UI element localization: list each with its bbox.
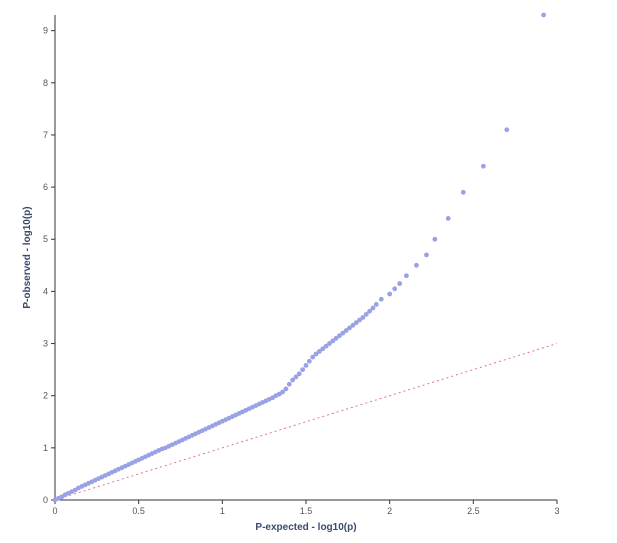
data-points [52,12,547,503]
data-point [280,389,285,395]
data-point [480,163,486,169]
data-point [504,127,510,133]
data-point [404,273,409,279]
data-point [320,346,326,352]
y-tick-label: 1 [43,443,48,453]
x-tick-label: 2 [387,506,392,516]
data-point [367,308,372,314]
data-point [460,189,466,195]
data-point [316,348,322,354]
y-tick-label: 7 [43,130,48,140]
y-tick-label: 5 [43,234,48,244]
data-point [327,341,332,346]
data-point [432,236,438,242]
data-point [414,262,419,268]
x-axis-ticks: 0 0.5 1 1.5 2 2.5 3 [52,500,560,516]
data-point [293,374,299,380]
data-point [323,343,329,349]
data-point [392,286,398,292]
data-point [397,281,403,286]
data-point [360,315,366,320]
data-point [357,317,362,323]
data-point [363,311,369,317]
x-tick-label: 0 [52,506,57,516]
x-tick-label: 3 [554,506,559,516]
data-point [333,335,339,341]
y-tick-label: 6 [43,182,48,192]
data-point [541,12,547,18]
data-point [310,354,316,360]
x-tick-label: 1 [220,506,225,516]
y-axis-title: P-observed - log10(p) [22,206,33,308]
data-point [353,320,359,326]
y-tick-label: 4 [43,286,48,296]
y-tick-label: 0 [43,495,48,505]
data-point [387,291,393,297]
data-point [347,325,352,331]
y-tick-label: 2 [43,391,48,401]
data-point [300,367,306,373]
data-point [337,333,342,339]
data-point [330,338,336,344]
data-point [350,322,356,328]
x-tick-label: 2.5 [467,506,480,516]
y-axis-ticks: 0 1 2 3 4 5 6 7 8 9 [43,26,55,505]
data-point [283,386,289,392]
data-point [378,296,384,302]
x-tick-label: 0.5 [132,506,145,516]
data-point [445,215,451,221]
x-axis-title: P-expected - log10(p) [255,522,356,533]
data-point [370,305,376,311]
data-point [343,328,349,333]
data-point [290,377,296,383]
data-point [313,351,319,357]
y-tick-label: 3 [43,339,48,349]
data-point [340,330,346,336]
data-point [373,302,379,307]
x-tick-label: 1.5 [300,506,313,516]
data-point [303,363,309,368]
data-point [424,252,429,258]
plot-area: 0 0.5 1 1.5 2 2.5 3 0 1 2 3 4 5 6 7 8 9 [43,12,560,516]
data-point [306,358,312,364]
data-point [286,381,292,387]
y-tick-label: 8 [43,78,48,88]
data-point [296,371,302,377]
y-tick-label: 9 [43,26,48,36]
